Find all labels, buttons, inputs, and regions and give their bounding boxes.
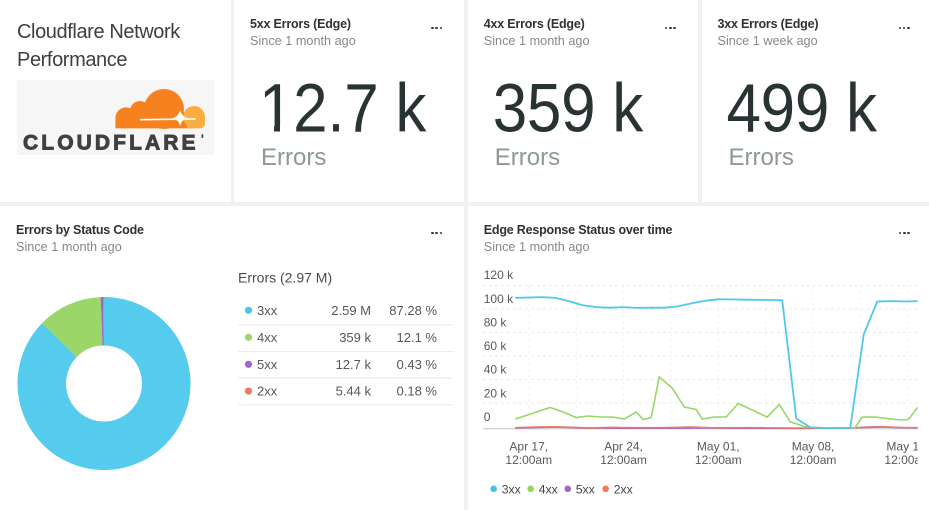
svg-text:0: 0 xyxy=(484,410,491,424)
svg-text:87.28 %: 87.28 % xyxy=(389,302,437,317)
svg-text:Apr 17,: Apr 17, xyxy=(509,439,548,453)
svg-text:80 k: 80 k xyxy=(484,315,508,329)
svg-text:4xx: 4xx xyxy=(257,329,278,344)
svg-text:2xx: 2xx xyxy=(257,383,278,398)
svg-text:2.59 M: 2.59 M xyxy=(331,302,371,317)
svg-text:Errors (2.97 M): Errors (2.97 M) xyxy=(238,269,332,285)
svg-text:3xx: 3xx xyxy=(502,482,521,496)
svg-text:3xx: 3xx xyxy=(257,302,278,317)
svg-text:Apr 24,: Apr 24, xyxy=(604,439,643,453)
svg-text:100 k: 100 k xyxy=(484,291,514,305)
svg-text:CLOUDFLARE: CLOUDFLARE xyxy=(23,132,199,155)
svg-text:May 08,: May 08, xyxy=(791,439,834,453)
svg-text:359 k: 359 k xyxy=(339,329,371,344)
svg-text:5xx: 5xx xyxy=(576,482,595,496)
svg-text:12.7 k: 12.7 k xyxy=(336,356,372,371)
svg-text:2xx: 2xx xyxy=(614,482,633,496)
svg-text:20 k: 20 k xyxy=(484,386,508,400)
svg-text:120 k: 120 k xyxy=(484,268,514,282)
svg-text:60 k: 60 k xyxy=(484,339,508,353)
svg-text:5xx: 5xx xyxy=(257,356,278,371)
svg-text:0.18 %: 0.18 % xyxy=(397,383,438,398)
svg-text:12:00am: 12:00am xyxy=(600,453,647,467)
svg-text:12:00am: 12:00am xyxy=(695,453,742,467)
svg-text:5.44 k: 5.44 k xyxy=(336,383,372,398)
svg-text:May 15,: May 15, xyxy=(886,439,929,453)
svg-text:May 01,: May 01, xyxy=(697,439,740,453)
svg-text:40 k: 40 k xyxy=(484,362,508,376)
svg-text:12.1 %: 12.1 % xyxy=(397,329,438,344)
svg-text:12:00am: 12:00am xyxy=(884,453,929,467)
svg-text:4xx: 4xx xyxy=(539,482,558,496)
svg-text:0.43 %: 0.43 % xyxy=(397,356,438,371)
svg-text:12:00am: 12:00am xyxy=(789,453,836,467)
svg-text:12:00am: 12:00am xyxy=(505,453,552,467)
